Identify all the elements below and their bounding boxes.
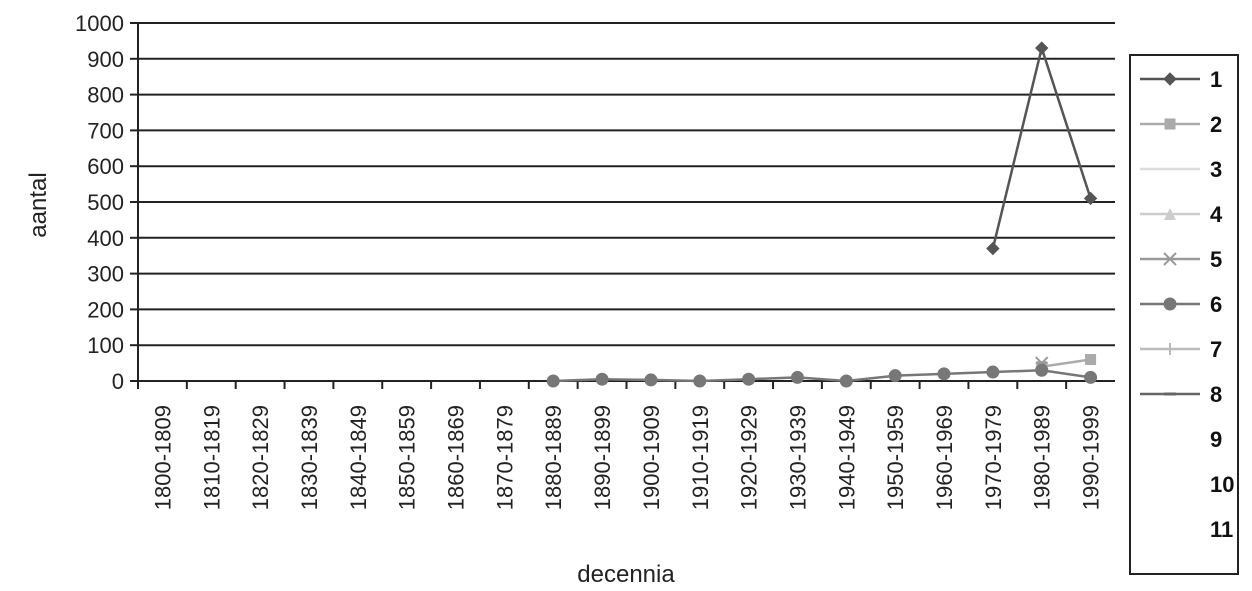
legend-item-1: 1: [1140, 67, 1222, 92]
legend-item-7: 7: [1140, 337, 1222, 362]
x-tick-labels: 1800-1809 1810-1819 1820-1829 1830-1839 1840…: [150, 405, 1103, 510]
data-point: [1084, 370, 1098, 384]
x-tick-label: 1890-1899: [590, 405, 615, 510]
x-axis-title: decennia: [577, 561, 675, 588]
data-point: [1164, 343, 1176, 355]
x-tick-label: 1960-1969: [932, 405, 957, 510]
data-point: [937, 367, 951, 381]
legend-label: 9: [1210, 427, 1222, 452]
x-tick-label: 1850-1859: [395, 405, 420, 510]
data-point: [790, 370, 804, 384]
series-1: [986, 41, 1098, 256]
y-tick-label: 600: [87, 154, 124, 179]
x-tick-label: 1940-1949: [834, 405, 859, 510]
data-point: [644, 373, 658, 387]
x-tick-label: 1930-1939: [785, 405, 810, 510]
x-tick-label: 1810-1819: [199, 405, 224, 510]
y-tick-label: 400: [87, 226, 124, 251]
legend-item-8: 8: [1140, 382, 1222, 407]
legend-label: 5: [1210, 247, 1222, 272]
data-point: [1035, 41, 1049, 55]
legend-item-6: 6: [1140, 292, 1222, 317]
data-point: [1163, 72, 1177, 86]
legend-label: 1: [1210, 67, 1222, 92]
x-tick-label: 1860-1869: [444, 405, 469, 510]
data-point: [1164, 208, 1176, 220]
y-axis-title: aantal: [25, 172, 52, 237]
series-lines: [546, 41, 1098, 388]
legend-label: 7: [1210, 337, 1222, 362]
data-point: [1035, 363, 1049, 377]
x-tick-label: 1900-1909: [639, 405, 664, 510]
data-point: [595, 372, 609, 386]
x-tick-label: 1920-1929: [737, 405, 762, 510]
legend-item-4: 4: [1140, 202, 1223, 227]
x-tick-label: 1840-1849: [346, 405, 371, 510]
x-tick-label: 1830-1839: [297, 405, 322, 510]
legend-item-3: 3: [1140, 157, 1222, 182]
data-point: [742, 372, 756, 386]
data-point: [1163, 252, 1177, 266]
legend-label: 8: [1210, 382, 1222, 407]
series-6: [546, 363, 1098, 388]
legend-label: 10: [1210, 472, 1234, 497]
series-line: [553, 369, 1091, 383]
legend-label: 6: [1210, 292, 1222, 317]
legend-label: 3: [1210, 157, 1222, 182]
legend-item-11: 11: [1210, 517, 1233, 542]
x-tick-label: 1950-1959: [883, 405, 908, 510]
y-tick-labels: 0 100 200 300 400 500 600 700 800 900 1000: [75, 11, 124, 394]
legend-item-10: 10: [1210, 472, 1234, 497]
y-tick-label: 700: [87, 118, 124, 143]
x-tick-label: 1990-1999: [1079, 405, 1104, 510]
x-tick-label: 1820-1829: [248, 405, 273, 510]
gridlines: [138, 22, 1115, 347]
legend-box: [1129, 54, 1239, 575]
x-tick-label: 1870-1879: [492, 405, 517, 510]
y-tick-label: 0: [112, 369, 124, 394]
series-line: [1041, 358, 1091, 368]
data-point: [693, 374, 707, 388]
y-tick-label: 500: [87, 190, 124, 215]
data-point: [986, 365, 1000, 379]
y-tick-label: 800: [87, 83, 124, 108]
legend-label: 11: [1210, 517, 1233, 542]
series-line: [991, 43, 1092, 249]
data-point: [888, 369, 902, 383]
data-point: [1085, 354, 1097, 366]
x-tick-label: 1970-1979: [981, 405, 1006, 510]
data-point: [839, 374, 853, 388]
y-tick-label: 300: [87, 262, 124, 287]
y-tick-label: 1000: [75, 11, 124, 36]
axes: [130, 22, 1115, 389]
data-point: [546, 374, 560, 388]
y-tick-label: 900: [87, 47, 124, 72]
data-point: [1163, 297, 1177, 311]
legend-item-9: 9: [1210, 427, 1222, 452]
legend-label: 2: [1210, 112, 1222, 137]
legend-item-2: 2: [1140, 112, 1222, 137]
y-tick-label: 200: [87, 297, 124, 322]
y-tick-label: 100: [87, 333, 124, 358]
x-tick-label: 1800-1809: [150, 405, 175, 510]
x-tick-label: 1880-1889: [541, 405, 566, 510]
legend-label: 4: [1210, 202, 1223, 227]
legend-item-5: 5: [1140, 247, 1222, 272]
legend: 1 2 3 4 5 6 7 8 9 10 11: [1129, 54, 1239, 575]
x-tick-label: 1980-1989: [1030, 405, 1055, 510]
x-tick-label: 1910-1919: [688, 405, 713, 510]
data-point: [986, 241, 1000, 256]
data-point: [1083, 191, 1098, 206]
data-point: [1164, 118, 1176, 130]
